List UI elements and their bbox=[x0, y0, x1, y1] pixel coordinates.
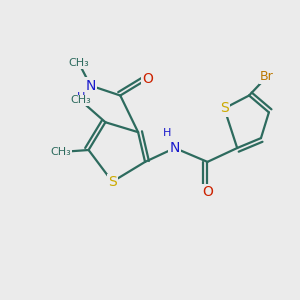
Text: H: H bbox=[76, 92, 85, 103]
Text: O: O bbox=[202, 184, 213, 199]
Text: N: N bbox=[169, 141, 180, 155]
Text: S: S bbox=[220, 101, 229, 116]
Text: S: S bbox=[108, 175, 117, 189]
Text: CH₃: CH₃ bbox=[70, 95, 91, 106]
Text: CH₃: CH₃ bbox=[50, 147, 71, 157]
Text: CH₃: CH₃ bbox=[68, 58, 89, 68]
Text: H: H bbox=[163, 128, 171, 138]
Text: O: O bbox=[142, 72, 154, 86]
Text: N: N bbox=[85, 79, 96, 93]
Text: Br: Br bbox=[260, 70, 274, 83]
